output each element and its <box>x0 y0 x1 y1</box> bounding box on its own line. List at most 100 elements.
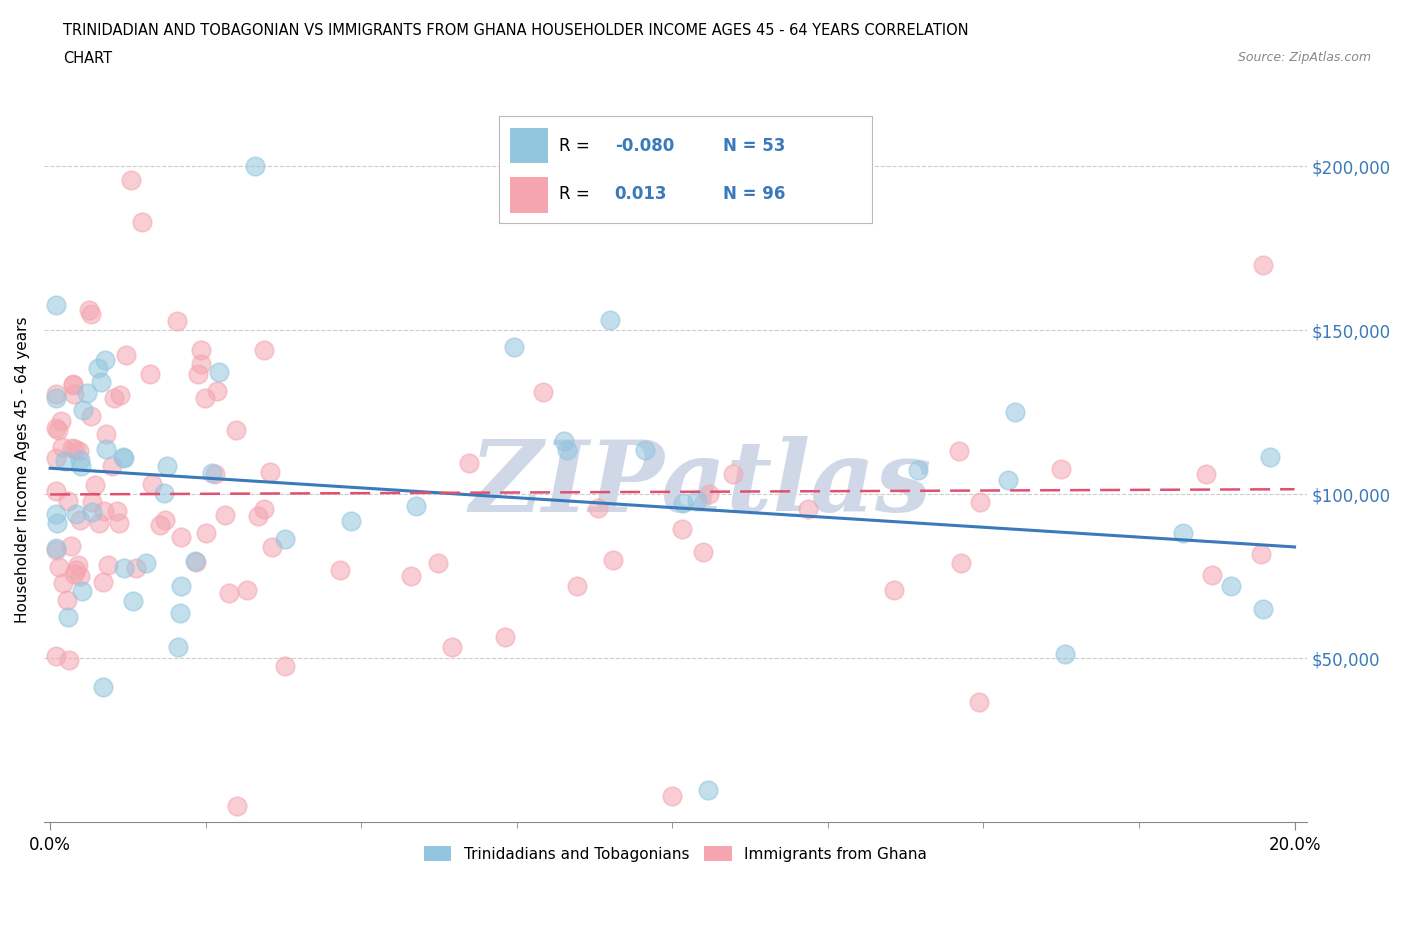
Point <box>253 501 276 516</box>
Point <box>883 582 905 597</box>
Point <box>169 529 191 544</box>
Point <box>56 609 79 624</box>
Point <box>58 652 80 667</box>
Point <box>692 545 714 560</box>
Point <box>194 526 217 541</box>
Point <box>329 563 352 578</box>
Point <box>94 427 117 442</box>
Point <box>599 312 621 327</box>
Point <box>97 557 120 572</box>
Point <box>153 485 176 500</box>
Point <box>45 542 67 557</box>
Point <box>77 302 100 317</box>
Point <box>112 451 135 466</box>
Point <box>45 450 67 465</box>
Point <box>45 298 67 312</box>
Point <box>93 503 115 518</box>
Point <box>949 555 972 570</box>
Point <box>214 507 236 522</box>
Point <box>245 159 267 174</box>
Point <box>274 658 297 673</box>
Point <box>149 518 172 533</box>
Legend: Trinidadians and Tobagonians, Immigrants from Ghana: Trinidadians and Tobagonians, Immigrants… <box>418 840 934 868</box>
Point <box>440 640 463 655</box>
Text: N = 96: N = 96 <box>723 185 785 203</box>
Point <box>115 348 138 363</box>
Point <box>274 532 297 547</box>
Point <box>176 41 198 56</box>
Point <box>697 487 720 502</box>
Point <box>138 366 160 381</box>
Point <box>426 556 449 571</box>
Point <box>190 343 212 358</box>
Point <box>69 512 91 527</box>
Point <box>218 585 240 600</box>
Point <box>166 314 188 329</box>
Point <box>187 366 209 381</box>
Y-axis label: Householder Income Ages 45 - 64 years: Householder Income Ages 45 - 64 years <box>15 316 30 623</box>
Point <box>907 463 929 478</box>
Point <box>204 466 226 481</box>
Point <box>122 594 145 609</box>
Point <box>225 423 247 438</box>
Point <box>67 558 90 573</box>
Point <box>62 379 84 393</box>
Point <box>184 554 207 569</box>
Point <box>1253 602 1275 617</box>
Point <box>80 306 103 321</box>
Point <box>236 583 259 598</box>
Point <box>111 450 134 465</box>
Point <box>120 172 142 187</box>
Text: TRINIDADIAN AND TOBAGONIAN VS IMMIGRANTS FROM GHANA HOUSEHOLDER INCOME AGES 45 -: TRINIDADIAN AND TOBAGONIAN VS IMMIGRANTS… <box>63 23 969 38</box>
Point <box>45 484 67 498</box>
Text: Source: ZipAtlas.com: Source: ZipAtlas.com <box>1237 51 1371 64</box>
Point <box>89 515 111 530</box>
Point <box>156 459 179 474</box>
Point <box>194 391 217 405</box>
Point <box>110 388 132 403</box>
Point <box>586 500 609 515</box>
Point <box>169 605 191 620</box>
Point <box>48 560 70 575</box>
Point <box>1004 405 1026 420</box>
Point <box>125 561 148 576</box>
Point <box>247 509 270 524</box>
Point <box>553 433 575 448</box>
Point <box>91 679 114 694</box>
Point <box>70 458 93 473</box>
Point <box>253 342 276 357</box>
Point <box>207 383 229 398</box>
Point <box>190 356 212 371</box>
Point <box>63 441 86 456</box>
Point <box>948 444 970 458</box>
Point <box>225 799 247 814</box>
Point <box>46 422 69 437</box>
Point <box>555 443 578 458</box>
Point <box>67 444 90 458</box>
Point <box>63 386 86 401</box>
Text: 0.013: 0.013 <box>614 185 666 203</box>
Point <box>100 458 122 473</box>
Point <box>686 493 709 508</box>
Point <box>65 563 87 578</box>
Point <box>135 555 157 570</box>
Point <box>208 365 231 379</box>
Point <box>72 584 94 599</box>
Point <box>494 630 516 644</box>
Point <box>131 215 153 230</box>
Point <box>62 377 84 392</box>
Point <box>1253 258 1275 272</box>
Point <box>94 352 117 367</box>
Point <box>60 538 83 553</box>
Point <box>141 476 163 491</box>
Point <box>45 387 67 402</box>
Point <box>105 504 128 519</box>
Point <box>51 440 73 455</box>
Point <box>45 515 67 530</box>
Text: ZIPatlas: ZIPatlas <box>470 436 932 532</box>
Point <box>167 640 190 655</box>
Point <box>65 507 87 522</box>
Point <box>45 540 67 555</box>
Point <box>56 494 79 509</box>
Point <box>1050 462 1073 477</box>
